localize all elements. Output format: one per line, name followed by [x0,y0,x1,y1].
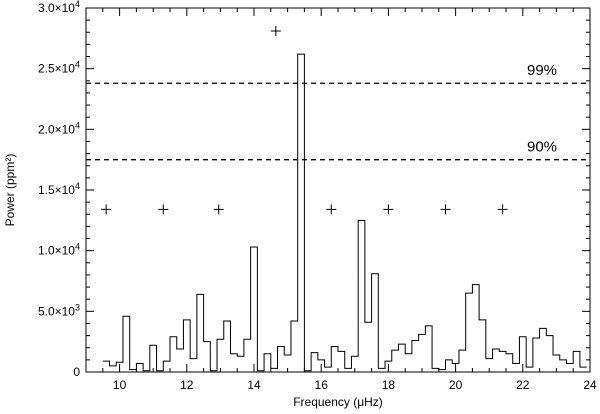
plus-marker [440,204,451,215]
x-axis-label: Frequency (μHz) [293,395,383,409]
y-tick-label: 2.5×104 [38,60,80,76]
plus-marker [270,26,281,37]
threshold-label: 90% [527,139,557,156]
threshold-label: 99% [527,62,557,79]
x-tick-label: 10 [113,378,127,392]
significance-thresholds: 99% 90% [86,62,590,161]
y-tick-label: 3.0×104 [38,0,80,15]
x-tick-label: 18 [382,378,396,392]
axis-ticks: 10 12 14 16 18 20 22 24 0 5.0×103 1.0×104 1.5×104 2.… [38,0,597,392]
x-tick-label: 20 [449,378,463,392]
x-tick-label: 14 [247,378,261,392]
y-tick-label: 2.0×104 [38,120,80,136]
y-tick-label: 1.5×104 [38,181,80,197]
y-tick-label: 0 [73,365,80,379]
plus-marker [326,204,337,215]
plus-markers [101,26,508,215]
plot-frame [85,7,591,373]
x-tick-label: 22 [516,378,530,392]
x-tick-label: 16 [315,378,329,392]
y-tick-label: 1.0×104 [38,242,80,258]
plus-marker [213,204,224,215]
x-tick-label: 24 [583,378,597,392]
spectrum-step-line [102,53,587,372]
plus-marker [497,204,508,215]
y-tick-label: 5.0×103 [38,302,80,318]
plus-marker [101,204,112,215]
power-spectrum-series [102,53,587,372]
axes-frame [85,7,591,373]
plus-marker [158,204,169,215]
x-tick-label: 12 [180,378,194,392]
y-axis-label: Power (ppm²) [3,154,17,227]
plus-marker [383,204,394,215]
